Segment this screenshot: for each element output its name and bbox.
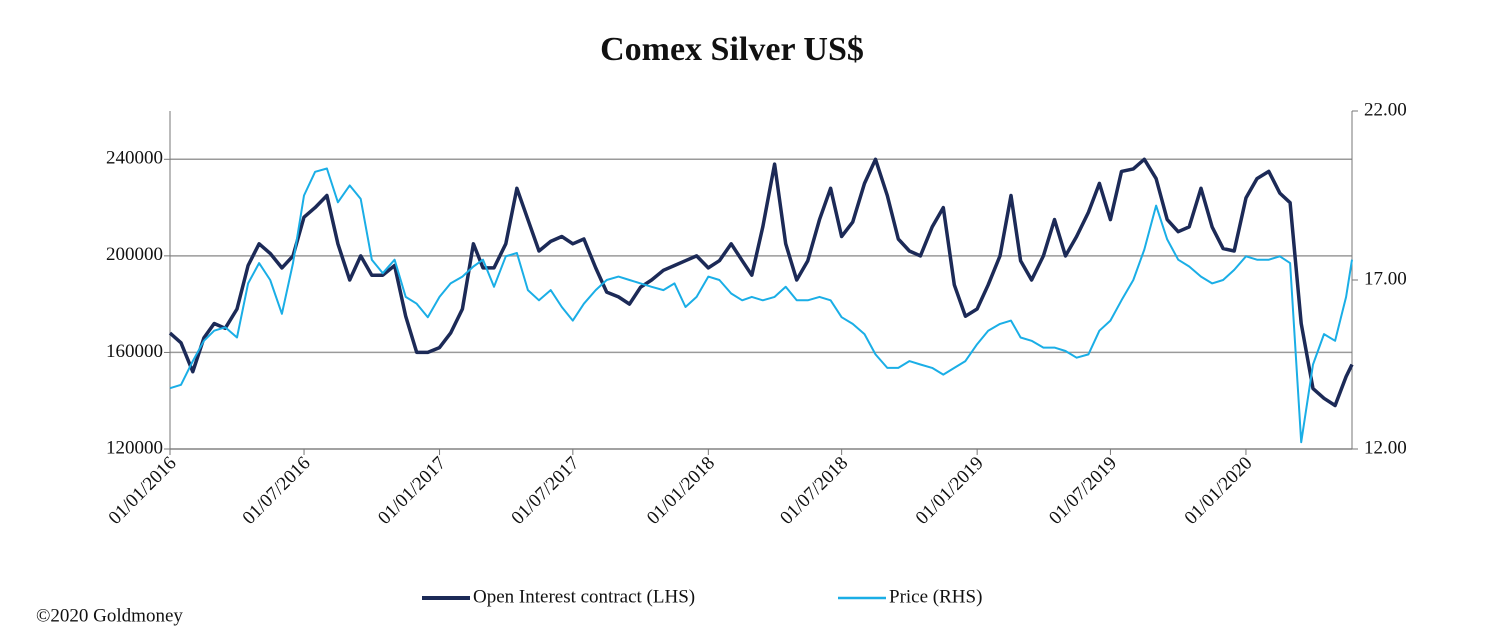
legend-label: Price (RHS)	[889, 586, 982, 607]
x-tick-label: 01/01/2018	[643, 453, 719, 529]
x-tick-label: 01/07/2017	[507, 453, 583, 529]
y-tick-label: 240000	[106, 148, 163, 169]
y2-tick-label: 12.00	[1364, 437, 1407, 458]
chart-title: Comex Silver US$	[600, 31, 864, 68]
y2-tick-label: 17.00	[1364, 268, 1407, 289]
x-tick-label: 01/01/2019	[912, 453, 988, 529]
x-tick-label: 01/01/2016	[105, 453, 181, 529]
y-tick-label: 160000	[106, 341, 163, 362]
x-tick-label: 01/07/2019	[1045, 453, 1121, 529]
x-tick-label: 01/01/2020	[1181, 453, 1257, 529]
y-tick-label: 200000	[106, 244, 163, 265]
x-tick-label: 01/01/2017	[374, 453, 450, 529]
series-line	[169, 167, 1353, 444]
legend-label: Open Interest contract (LHS)	[473, 586, 695, 607]
y2-tick-label: 22.00	[1364, 99, 1407, 120]
x-tick-label: 01/07/2018	[776, 453, 852, 529]
x-tick-label: 01/07/2016	[239, 453, 315, 529]
series-line	[168, 157, 1354, 408]
y-tick-label: 120000	[106, 437, 163, 458]
source: ©2020 Goldmoney	[36, 605, 183, 626]
